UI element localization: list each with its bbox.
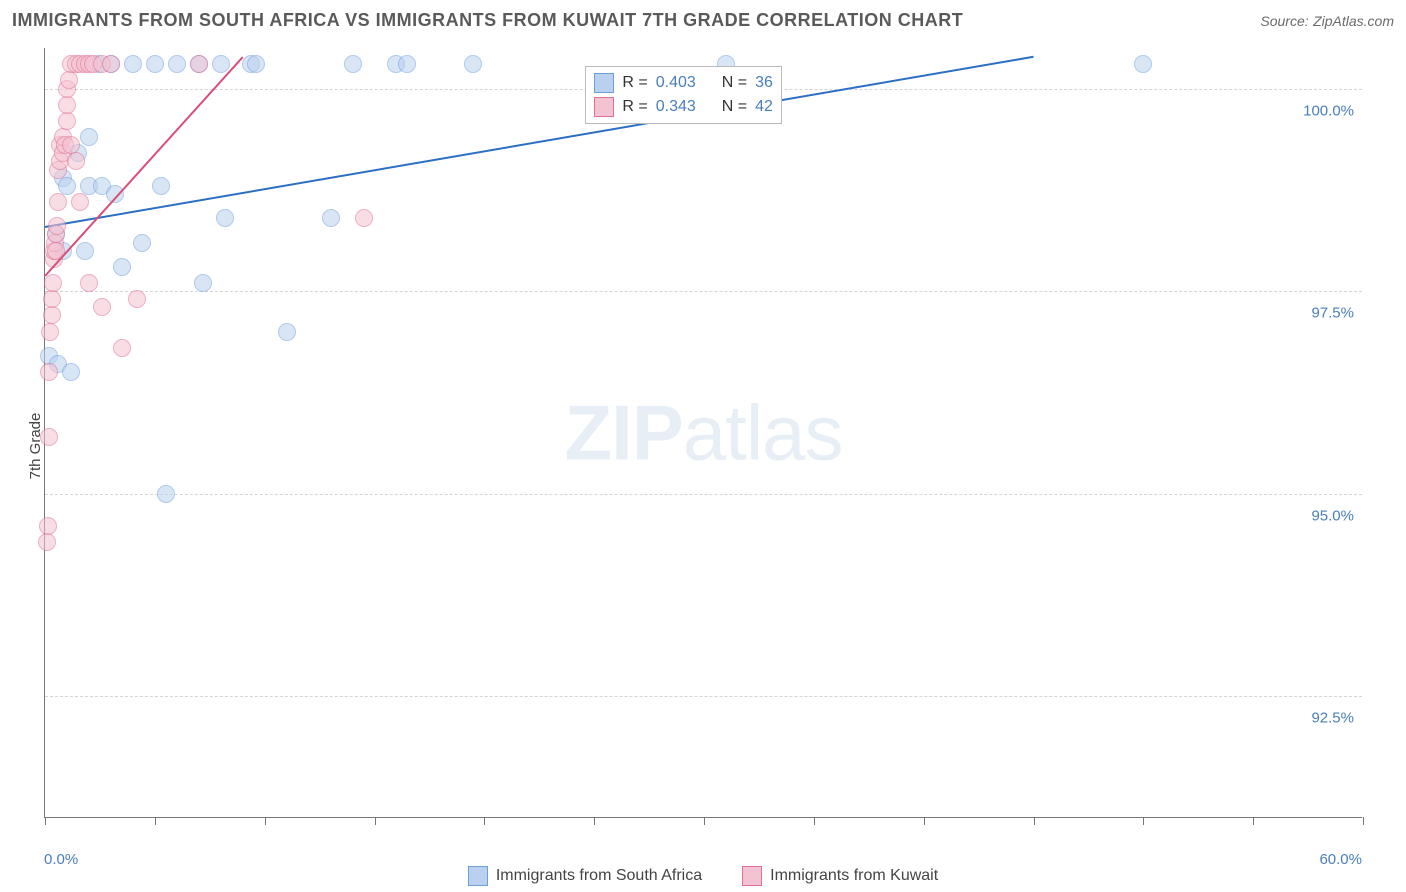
data-point	[39, 517, 57, 535]
legend-swatch	[594, 73, 614, 93]
legend-swatch	[742, 866, 762, 886]
data-point	[62, 363, 80, 381]
x-tick	[1253, 817, 1254, 825]
chart-title: IMMIGRANTS FROM SOUTH AFRICA VS IMMIGRAN…	[12, 10, 963, 31]
x-tick	[45, 817, 46, 825]
data-point	[48, 217, 66, 235]
data-point	[67, 152, 85, 170]
stats-row: R = 0.403 N = 36	[594, 71, 773, 95]
stat-n-label: N =	[722, 74, 747, 92]
stat-r-label: R =	[622, 98, 647, 116]
data-point	[49, 193, 67, 211]
chart-legend: Immigrants from South Africa Immigrants f…	[0, 866, 1406, 886]
data-point	[113, 258, 131, 276]
data-point	[80, 274, 98, 292]
data-point	[168, 55, 186, 73]
stat-n-label: N =	[722, 98, 747, 116]
data-point	[38, 533, 56, 551]
data-point	[128, 290, 146, 308]
stat-r-label: R =	[622, 74, 647, 92]
data-point	[278, 323, 296, 341]
legend-swatch	[468, 866, 488, 886]
data-point	[76, 242, 94, 260]
stat-r-value: 0.403	[656, 74, 696, 92]
data-point	[41, 323, 59, 341]
data-point	[43, 306, 61, 324]
data-point	[194, 274, 212, 292]
y-tick-label: 100.0%	[1303, 102, 1354, 119]
data-point	[58, 112, 76, 130]
y-tick-label: 97.5%	[1311, 305, 1354, 322]
data-point	[133, 234, 151, 252]
data-point	[322, 209, 340, 227]
data-point	[93, 298, 111, 316]
x-tick	[265, 817, 266, 825]
x-tick	[594, 817, 595, 825]
legend-label: Immigrants from South Africa	[496, 867, 702, 885]
x-tick	[924, 817, 925, 825]
data-point	[44, 274, 62, 292]
x-tick	[155, 817, 156, 825]
data-point	[113, 339, 131, 357]
x-tick	[814, 817, 815, 825]
legend-item: Immigrants from South Africa	[468, 866, 702, 886]
data-point	[190, 55, 208, 73]
data-point	[152, 177, 170, 195]
legend-swatch	[594, 97, 614, 117]
stats-row: R = 0.343 N = 42	[594, 95, 773, 119]
data-point	[124, 55, 142, 73]
y-tick-label: 95.0%	[1311, 507, 1354, 524]
legend-item: Immigrants from Kuwait	[742, 866, 938, 886]
data-point	[58, 96, 76, 114]
gridline-h	[45, 291, 1362, 292]
gridline-h	[45, 696, 1362, 697]
stat-r-value: 0.343	[656, 98, 696, 116]
data-point	[106, 185, 124, 203]
data-point	[398, 55, 416, 73]
x-tick	[1363, 817, 1364, 825]
stat-n-value: 36	[755, 74, 773, 92]
data-point	[58, 177, 76, 195]
y-tick-label: 92.5%	[1311, 710, 1354, 727]
data-point	[216, 209, 234, 227]
gridline-h	[45, 494, 1362, 495]
data-point	[247, 55, 265, 73]
data-point	[102, 55, 120, 73]
x-tick	[704, 817, 705, 825]
data-point	[464, 55, 482, 73]
data-point	[146, 55, 164, 73]
x-tick	[484, 817, 485, 825]
source-value: ZipAtlas.com	[1313, 13, 1394, 29]
data-point	[40, 428, 58, 446]
data-point	[62, 136, 80, 154]
x-tick	[375, 817, 376, 825]
scatter-plot: ZIPatlas 100.0% 97.5% 95.0% 92.5% R = 0.403 N …	[44, 48, 1362, 818]
data-point	[212, 55, 230, 73]
legend-label: Immigrants from Kuwait	[770, 867, 938, 885]
data-point	[43, 290, 61, 308]
data-point	[355, 209, 373, 227]
x-tick	[1143, 817, 1144, 825]
data-point	[80, 128, 98, 146]
y-axis-label: 7th Grade	[27, 413, 44, 480]
source-attribution: Source: ZipAtlas.com	[1260, 13, 1394, 31]
x-tick	[1034, 817, 1035, 825]
data-point	[1134, 55, 1152, 73]
stat-n-value: 42	[755, 98, 773, 116]
trend-line	[45, 56, 1034, 228]
watermark: ZIPatlas	[564, 387, 842, 478]
data-point	[71, 193, 89, 211]
data-point	[40, 363, 58, 381]
data-point	[344, 55, 362, 73]
source-label: Source:	[1260, 13, 1308, 29]
data-point	[157, 485, 175, 503]
data-point	[60, 71, 78, 89]
stats-box: R = 0.403 N = 36 R = 0.343 N = 42	[585, 66, 782, 124]
